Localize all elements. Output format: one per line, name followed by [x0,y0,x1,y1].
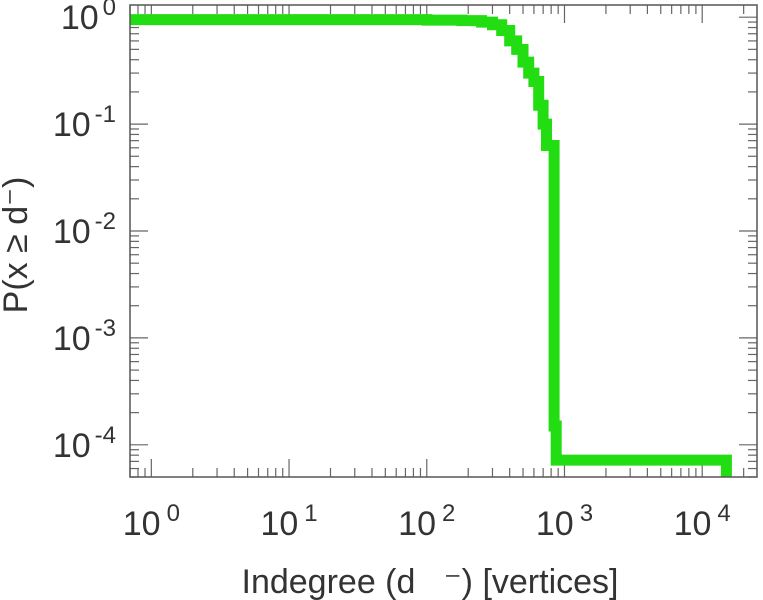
plot-frame [129,4,758,478]
y-tick-label: 10 -4 [53,422,116,465]
x-tick-label: 10 2 [398,500,455,543]
y-tick-label: 10 -3 [53,315,116,358]
x-tick-label: 10 0 [123,500,180,543]
x-tick-label: 10 1 [260,500,317,543]
ticks-layer [129,5,757,478]
tick-labels-layer: 10 0 10 1 10 2 10 3 10 4 10 0 10 -1 10 -2 10 -3 10 -4 [53,0,731,543]
data-layer [130,14,732,477]
y-tick-label: 10 -2 [53,208,116,251]
x-tick-label: 10 4 [674,500,731,543]
x-axis-title: Indegree (d ⁻) [vertices] [242,563,619,600]
x-tick-label: 10 3 [536,500,593,543]
series-line-0 [130,14,732,477]
y-axis-title: P(x ≥ d⁻) [0,177,35,314]
y-tick-label: 10 -1 [53,101,116,144]
y-tick-label: 10 0 [61,0,116,37]
